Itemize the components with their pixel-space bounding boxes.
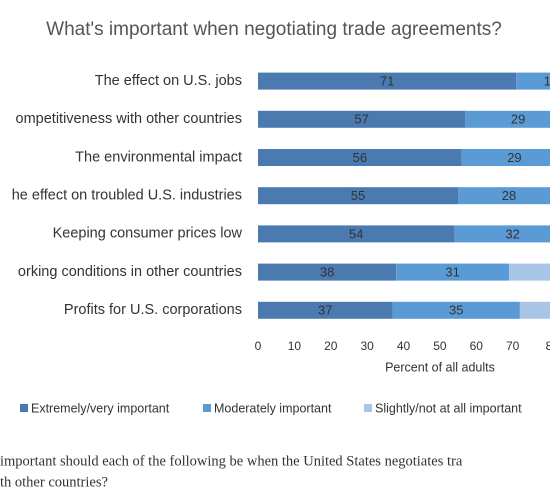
value-label: 71 xyxy=(380,74,394,89)
category-label: Keeping consumer prices low xyxy=(53,226,243,242)
value-label: 19 xyxy=(544,74,550,89)
x-tick-label: 20 xyxy=(324,339,338,353)
bar-segment xyxy=(465,110,550,128)
x-tick-label: 40 xyxy=(397,339,411,353)
bar-segment xyxy=(392,301,520,319)
value-label: 29 xyxy=(507,150,521,165)
bar-segment xyxy=(258,110,466,128)
value-label: 31 xyxy=(445,265,459,280)
bar-segment xyxy=(458,187,550,205)
category-label: orking conditions in other countries xyxy=(18,264,242,280)
category-label: ompetitiveness with other countries xyxy=(16,111,242,127)
bar-segment xyxy=(258,225,455,243)
x-tick-label: 60 xyxy=(470,339,484,353)
category-label: The environmental impact xyxy=(75,149,242,165)
footnote: th other countries? xyxy=(0,474,108,490)
bar-segment xyxy=(258,187,459,205)
legend-label: Slightly/not at all important xyxy=(375,401,522,415)
legend-label: Extremely/very important xyxy=(31,401,170,415)
value-label: 57 xyxy=(354,112,368,127)
legend-swatch xyxy=(20,404,28,412)
bar-segment xyxy=(508,263,550,281)
bar-segment xyxy=(516,72,550,90)
category-label: The effect on U.S. jobs xyxy=(95,73,242,89)
legend-swatch xyxy=(203,404,211,412)
bar-segment xyxy=(258,72,517,90)
x-tick-label: 10 xyxy=(288,339,302,353)
x-tick-label: 50 xyxy=(433,339,447,353)
value-label: 54 xyxy=(349,226,363,241)
bar-segment xyxy=(258,301,393,319)
x-tick-label: 30 xyxy=(360,339,374,353)
x-tick-label: 8 xyxy=(546,339,550,353)
value-label: 55 xyxy=(351,188,365,203)
bar-segment xyxy=(258,263,397,281)
value-label: 56 xyxy=(353,150,367,165)
bar-segment xyxy=(258,149,462,166)
value-label: 37 xyxy=(318,303,332,318)
value-label: 28 xyxy=(502,188,516,203)
bar-segment xyxy=(461,149,550,166)
x-tick-label: 0 xyxy=(255,339,262,353)
value-label: 35 xyxy=(449,303,463,318)
category-label: Profits for U.S. corporations xyxy=(64,302,242,318)
bar-segment xyxy=(519,301,550,319)
category-label: he effect on troubled U.S. industries xyxy=(12,188,242,204)
value-label: 29 xyxy=(511,112,525,127)
bar-segment xyxy=(454,225,550,243)
x-axis-label: Percent of all adults xyxy=(385,360,495,374)
x-tick-label: 70 xyxy=(506,339,520,353)
value-label: 32 xyxy=(505,226,519,241)
legend-swatch xyxy=(364,404,372,412)
footnote: important should each of the following b… xyxy=(0,453,463,469)
legend-label: Moderately important xyxy=(214,401,332,415)
bar-segment xyxy=(396,263,509,281)
value-label: 38 xyxy=(320,265,334,280)
chart-title: What's important when negotiating trade … xyxy=(46,19,502,40)
